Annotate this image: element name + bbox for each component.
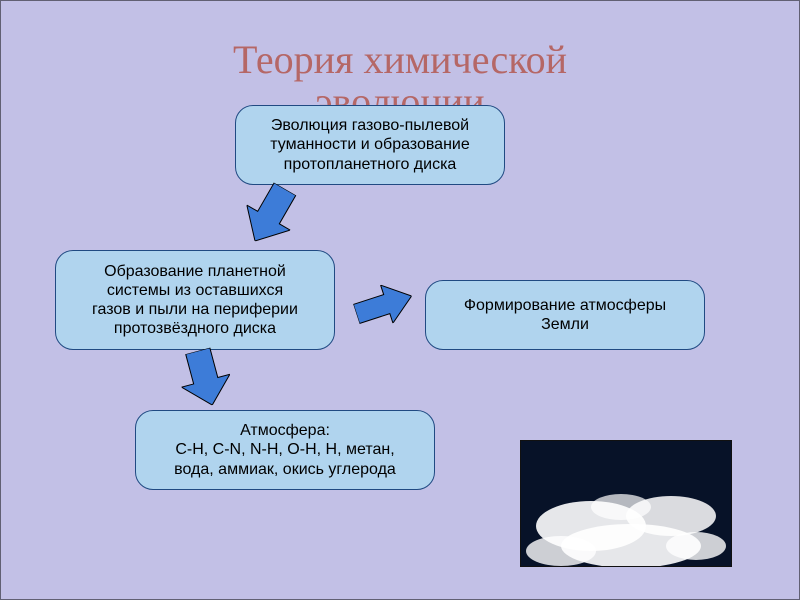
arrow-2 — [350, 277, 418, 333]
box-atmosphere-formation: Формирование атмосферы Земли — [425, 280, 705, 350]
slide-root: Теория химической эволюции Эволюция газо… — [0, 0, 800, 600]
arrow-1 — [233, 177, 306, 254]
arrow-3 — [174, 344, 237, 411]
box-nebula-evolution: Эволюция газово-пылевой туманности и обр… — [235, 105, 505, 185]
box-planetary-system: Образование планетной системы из оставши… — [55, 250, 335, 350]
earth-image — [520, 440, 732, 567]
box-atmosphere-composition: Атмосфера: C-H, C-N, N-H, O-H, H, метан,… — [135, 410, 435, 490]
